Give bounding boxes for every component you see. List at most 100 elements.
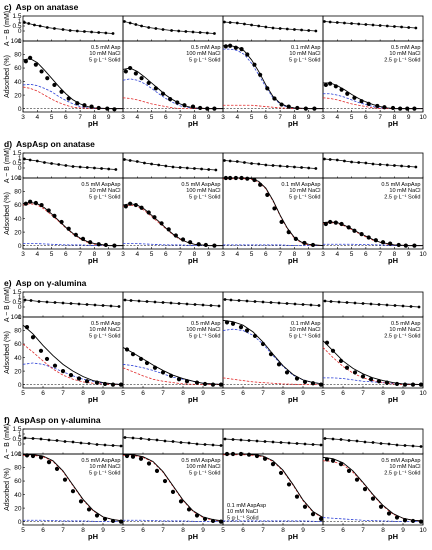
top-data-point xyxy=(237,299,241,302)
top-data-point xyxy=(147,26,151,29)
model-line-total xyxy=(323,82,423,110)
top-data-point xyxy=(347,439,351,442)
top-data-point xyxy=(213,32,216,35)
adsorption-data-point xyxy=(52,82,57,88)
xlabel: pH xyxy=(388,395,398,404)
top-data-point xyxy=(114,168,118,171)
y-tick-label-bottom: 40 xyxy=(14,79,22,86)
model-line-total xyxy=(22,201,123,247)
top-data-point xyxy=(393,25,396,28)
x-tick-label: 3 xyxy=(21,251,25,258)
adsorption-data-point xyxy=(124,453,130,459)
top-data-point xyxy=(314,167,318,170)
adsorption-data-point xyxy=(173,233,178,238)
top-data-point xyxy=(300,166,303,169)
adsorption-data-point xyxy=(153,86,158,91)
x-tick-label: 7 xyxy=(361,390,365,397)
y-tick-label-bottom: 100 xyxy=(11,175,22,182)
adsorption-data-point xyxy=(102,516,108,522)
condition-label: 10 mM NaCl xyxy=(389,51,420,57)
x-tick-label: 7 xyxy=(261,390,265,397)
top-data-point xyxy=(71,440,75,444)
adsorption-data-point xyxy=(218,382,224,387)
adsorption-data-point xyxy=(62,477,68,482)
top-data-point xyxy=(364,23,368,26)
adsorption-data-point xyxy=(318,382,324,387)
y-tick-label-bottom: 40 xyxy=(14,216,22,223)
x-tick-label: 9 xyxy=(401,527,405,534)
x-tick-label: 7 xyxy=(278,251,282,258)
adsorption-data-point xyxy=(75,101,80,106)
top-data-point xyxy=(145,300,149,303)
top-data-point xyxy=(257,24,261,28)
condition-label: 2.5 g·L⁻¹ Solid xyxy=(384,470,420,476)
condition-label: 2.5 g·L⁻¹ Solid xyxy=(384,194,420,200)
adsorption-data-point xyxy=(146,80,151,86)
adsorption-data-point xyxy=(96,105,101,111)
ylabel-top: A − B (mM) xyxy=(4,11,11,46)
top-data-point xyxy=(261,300,265,304)
top-data-point xyxy=(307,29,311,32)
model-line-species-blue xyxy=(22,83,123,110)
adsorption-data-point xyxy=(212,106,217,111)
top-data-point xyxy=(77,302,81,306)
adsorption-data-point xyxy=(59,219,64,225)
model-line-species-blue xyxy=(23,243,123,247)
top-data-point xyxy=(85,303,89,306)
top-axes-frame xyxy=(122,152,224,179)
top-data-point xyxy=(93,303,97,307)
top-data-point xyxy=(247,439,251,442)
top-data-point xyxy=(243,22,246,26)
adsorption-data-point xyxy=(52,213,57,218)
y-tick-label-top: 0.5 xyxy=(12,299,21,306)
top-data-point xyxy=(45,300,49,304)
top-data-point xyxy=(235,21,239,25)
adsorption-data-point xyxy=(180,237,186,242)
adsorption-data-point xyxy=(246,452,252,457)
top-data-point xyxy=(401,304,405,308)
x-tick-label: 9 xyxy=(101,390,105,397)
model-line-species-blue xyxy=(323,93,423,110)
top-data-point xyxy=(228,159,232,163)
x-tick-label: 4 xyxy=(35,114,39,121)
xlabel: pH xyxy=(288,395,298,404)
condition-label: 5 g·L⁻¹ Solid xyxy=(89,57,121,63)
top-data-point xyxy=(307,166,311,170)
y-tick-label-bottom: 100 xyxy=(11,451,22,458)
adsorption-data-point xyxy=(146,461,152,466)
condition-label: 5 g·L⁻¹ Solid xyxy=(89,470,121,476)
adsorption-data-point xyxy=(405,106,410,111)
top-data-point xyxy=(185,302,189,306)
top-data-point xyxy=(193,303,197,306)
xlabel: pH xyxy=(88,256,98,265)
x-tick-label: 7 xyxy=(361,527,365,534)
adsorption-data-point xyxy=(84,379,90,384)
condition-label: 0.5 mM AspAsp xyxy=(81,182,120,188)
top-data-point xyxy=(417,305,421,309)
x-tick-label: 4 xyxy=(35,251,39,258)
top-data-point xyxy=(43,161,46,164)
ylabel-top: A − B (mM) xyxy=(4,287,11,322)
adsorption-data-point xyxy=(368,377,374,382)
top-data-point xyxy=(28,158,32,162)
top-data-point xyxy=(278,164,282,168)
x-tick-label: 5 xyxy=(121,527,125,534)
adsorption-data-point xyxy=(338,358,344,364)
adsorption-data-point xyxy=(323,82,328,88)
x-tick-label: 8 xyxy=(93,251,97,258)
adsorption-data-point xyxy=(339,87,344,92)
top-data-point xyxy=(269,301,273,304)
adsorption-data-point xyxy=(168,97,173,102)
adsorption-data-point xyxy=(196,242,201,247)
adsorption-data-point xyxy=(239,175,244,181)
top-data-point xyxy=(231,438,235,441)
adsorption-data-point xyxy=(28,199,33,204)
adsorption-data-point xyxy=(323,221,328,227)
ylabel-top: A − B (mM) xyxy=(4,148,11,183)
top-data-point xyxy=(323,437,327,440)
adsorption-data-point xyxy=(202,381,208,387)
x-tick-label: 8 xyxy=(393,251,397,258)
